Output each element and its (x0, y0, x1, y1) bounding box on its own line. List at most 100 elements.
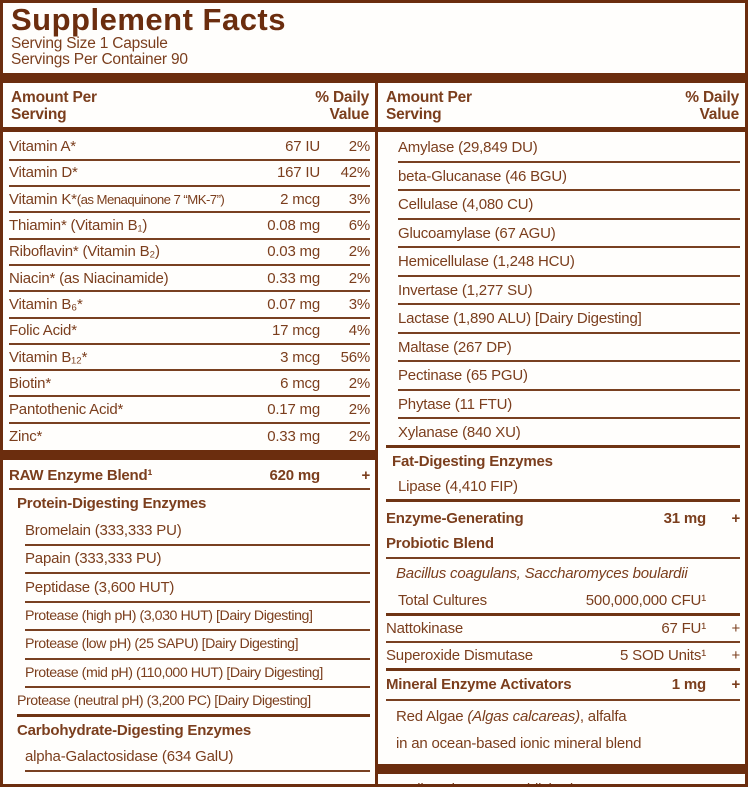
nutrient-row: Vitamin B₁₂* 3 mcg 56% (9, 345, 370, 372)
ingredient-name: alpha-Galactosidase (634 GalU) (25, 748, 234, 766)
nutrient-name: Thiamin* (Vitamin B₁) (9, 217, 148, 235)
nutrient-dv: + (731, 619, 740, 637)
ingredient-name: Xylanase (840 XU) (398, 423, 521, 441)
ingredient-row: Xylanase (840 XU) (386, 419, 740, 448)
nutrient-amount: 67 FU¹ (661, 619, 706, 637)
ingredient-name: beta-Glucanase (46 BGU) (398, 167, 567, 185)
ingredient-row: Peptidase (3,600 HUT) (25, 574, 370, 603)
header-underline-bar (3, 127, 375, 133)
ingredient-row: Glucoamylase (67 AGU) (398, 220, 740, 249)
nutrient-row: Thiamin* (Vitamin B₁) 0.08 mg 6% (9, 213, 370, 240)
ingredient-row: Protease (neutral pH) (3,200 PC) [Dairy … (17, 688, 370, 717)
total-cultures-label: Total Cultures (398, 591, 487, 609)
nutrient-dv: 42% (340, 164, 371, 182)
nutrient-amount: 0.08 mg (267, 217, 320, 235)
ingredient-row: Phytase (11 FTU) (398, 391, 740, 420)
nutrient-row: Folic Acid* 17 mcg 4% (9, 319, 370, 345)
ingredient-name: Glucoamylase (67 AGU) (398, 224, 556, 242)
ingredient-name: Protease (low pH) (25 SAPU) [Dairy Diges… (25, 636, 299, 653)
ingredient-name: Protease (mid pH) (110,000 HUT) [Dairy D… (25, 664, 323, 681)
mineral-blend-description: Red Algae (Algas calcareas), alfalfa (396, 701, 740, 730)
nutrient-amount: 17 mcg (272, 322, 320, 340)
nutrient-row: Vitamin D* 167 IU 42% (9, 161, 371, 188)
right-column: Amount Per Serving % Daily Value Amylase… (378, 83, 745, 784)
blend-name: Mineral Enzyme Activators (386, 676, 572, 694)
ingredient-row: Invertase (1,277 SU) (398, 277, 740, 306)
description-text: in an ocean-based ionic mineral blend (396, 735, 642, 753)
ingredient-row: Bromelain (333,333 PU) (25, 517, 370, 546)
right-rows: Amylase (29,849 DU) beta-Glucanase (46 B… (378, 132, 745, 758)
ingredient-name: Protease (neutral pH) (3,200 PC) [Dairy … (17, 692, 311, 709)
nutrient-amount: 3 mcg (280, 348, 320, 366)
nutrient-amount: 0.33 mg (267, 428, 320, 446)
nutrient-name: Folic Acid* (9, 322, 77, 340)
ingredient-row: Cellulase (4,080 CU) (398, 191, 740, 220)
nutrient-dv: 2% (348, 428, 370, 446)
ingredient-name: Lactase (1,890 ALU) [Dairy Digesting] (398, 310, 642, 328)
nutrient-name: Vitamin K* (9, 190, 77, 208)
latin-name: (Algas calcareas) (467, 708, 580, 726)
nutrient-row: Niacin* (as Niacinamide) 0.33 mg 2% (9, 266, 370, 293)
nutrient-dv: 2% (348, 138, 370, 156)
amount-per-serving-header: Amount Per Serving (11, 88, 97, 124)
section-divider-bar (3, 450, 375, 461)
nutrient-row: Vitamin A* 67 IU 2% (9, 134, 370, 161)
left-rows: Vitamin A* 67 IU 2% Vitamin D* 167 IU 42… (3, 132, 375, 450)
label-header: Supplement Facts Serving Size 1 Capsule … (3, 3, 745, 73)
ingredient-name: Bromelain (333,333 PU) (25, 521, 182, 539)
nutrient-name: Vitamin D* (9, 164, 78, 182)
nutrient-amount: 67 IU (285, 138, 320, 156)
nutrient-row: Vitamin B₆* 0.07 mg 3% (9, 292, 370, 319)
nutrient-amount: 5 SOD Units¹ (620, 646, 706, 664)
probiotic-species: Bacillus coagulans, Saccharomyces boular… (396, 564, 688, 582)
ingredient-row: Protease (mid pH) (110,000 HUT) [Dairy D… (25, 660, 370, 689)
right-column-header: Amount Per Serving % Daily Value (378, 83, 745, 128)
serving-size: Serving Size 1 Capsule (11, 34, 168, 52)
blend-subheading: Protein-Digesting Enzymes (17, 495, 207, 513)
nutrient-name: Vitamin B₆* (9, 295, 83, 313)
label-title: Supplement Facts (11, 2, 286, 37)
blend-row: RAW Enzyme Blend¹ 620 mg + (9, 462, 370, 491)
blend-dv: + (731, 676, 740, 694)
nutrient-name: Vitamin A* (9, 138, 76, 156)
nutrient-name: Biotin* (9, 374, 51, 392)
ingredient-name: Lipase (4,410 FIP) (398, 478, 518, 496)
blend-subheading: Carbohydrate-Digesting Enzymes (17, 721, 252, 739)
ingredient-row: Maltase (267 DP) (398, 334, 740, 363)
nutrient-name: Pantothenic Acid* (9, 401, 124, 419)
nutrient-dv: 2% (348, 243, 370, 261)
nutrient-name: Superoxide Dismutase (386, 646, 533, 664)
total-cultures-row: Total Cultures 500,000,000 CFU¹ (386, 587, 740, 616)
ingredient-name: Papain (333,333 PU) (25, 550, 162, 568)
nutrient-row: Pantothenic Acid* 0.17 mg 2% (9, 397, 370, 424)
nutrient-name: Riboflavin* (Vitamin B₂) (9, 243, 160, 261)
nutrient-amount: 0.03 mg (267, 243, 320, 261)
nutrient-amount: 167 IU (277, 164, 320, 182)
nutrient-amount: 0.07 mg (267, 295, 320, 313)
nutrient-name: Nattokinase (386, 619, 464, 637)
blend-dv: + (361, 466, 370, 484)
left-column-header: Amount Per Serving % Daily Value (3, 83, 375, 128)
amount-per-serving-header: Amount Per Serving (386, 88, 472, 124)
column-divider (375, 82, 378, 784)
ingredient-row: Amylase (29,849 DU) (398, 134, 740, 163)
blend-name-line2: Probiotic Blend (386, 530, 740, 559)
nutrient-name: Vitamin B₁₂* (9, 348, 88, 366)
nutrient-row: Biotin* 6 mcg 2% (9, 371, 370, 398)
header-underline-bar (378, 127, 745, 133)
nutrient-dv: 4% (348, 322, 370, 340)
blend-name: RAW Enzyme Blend¹ (9, 466, 153, 484)
nutrient-row: Nattokinase 67 FU¹ + (386, 616, 740, 643)
total-cultures-amount: 500,000,000 CFU¹ (585, 591, 706, 609)
nutrient-row: Zinc* 0.33 mg 2% (9, 424, 370, 450)
footnote-divider-bar (378, 763, 745, 774)
ingredient-row: Protease (high pH) (3,030 HUT) [Dairy Di… (25, 603, 370, 632)
blend-amount: 31 mg (663, 509, 707, 527)
ingredient-name: Protease (high pH) (3,030 HUT) [Dairy Di… (25, 607, 313, 624)
ingredient-row: Pectinase (65 PGU) (398, 362, 740, 391)
ingredient-name: Cellulase (4,080 CU) (398, 196, 534, 214)
ingredient-row: Papain (333,333 PU) (25, 546, 370, 575)
ingredient-name: Pectinase (65 PGU) (398, 367, 528, 385)
nutrient-row: Vitamin K* (as Menaquinone 7 “MK-7”) 2 m… (9, 187, 370, 214)
ingredient-row: Protease (low pH) (25 SAPU) [Dairy Diges… (25, 631, 370, 660)
